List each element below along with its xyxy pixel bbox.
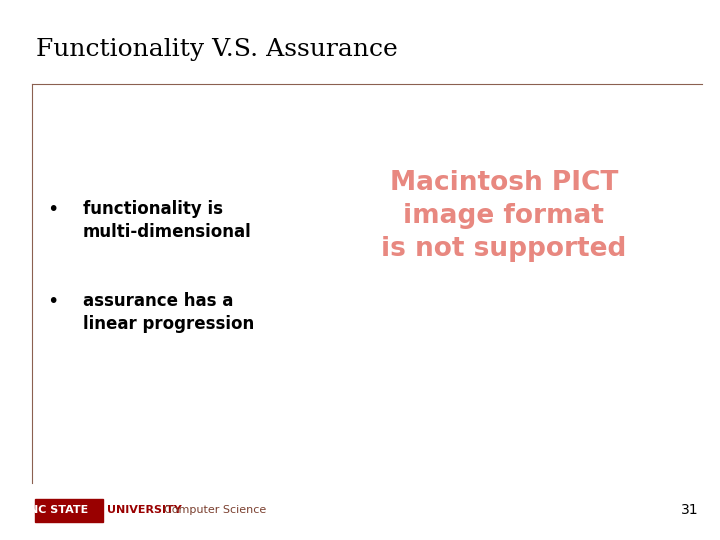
Text: NC STATE: NC STATE	[29, 505, 88, 515]
Text: UNIVERSITY: UNIVERSITY	[107, 505, 181, 515]
Text: functionality is
multi-dimensional: functionality is multi-dimensional	[83, 200, 251, 241]
Text: 31: 31	[681, 503, 698, 517]
Text: Macintosh PICT
image format
is not supported: Macintosh PICT image format is not suppo…	[382, 170, 626, 262]
Text: •: •	[47, 200, 58, 219]
Text: •: •	[47, 292, 58, 310]
Text: assurance has a
linear progression: assurance has a linear progression	[83, 292, 254, 333]
Text: Functionality V.S. Assurance: Functionality V.S. Assurance	[36, 38, 397, 61]
Text: Computer Science: Computer Science	[164, 505, 266, 515]
FancyBboxPatch shape	[35, 499, 103, 522]
